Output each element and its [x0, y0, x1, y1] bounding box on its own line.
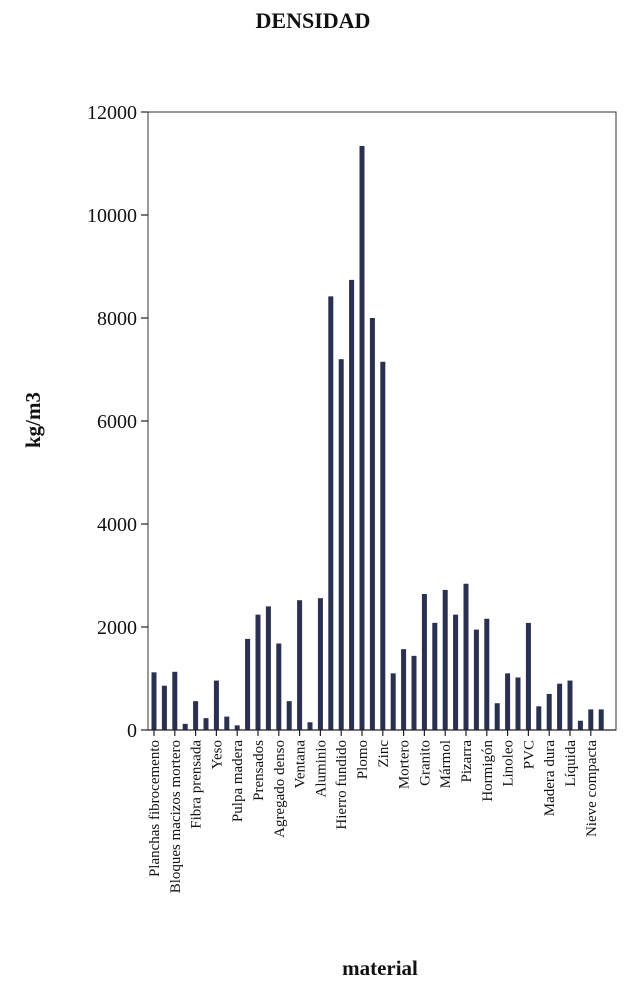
x-tick-label: Plomo	[355, 740, 371, 779]
bar	[307, 722, 313, 730]
chart-title: DENSIDAD	[256, 8, 371, 33]
x-tick-label: Zinc	[376, 740, 392, 768]
x-tick-label: Linoleo	[501, 740, 517, 787]
bar	[390, 673, 396, 730]
bar	[224, 716, 230, 730]
bar	[359, 145, 365, 731]
bar	[213, 680, 219, 730]
y-tick-label: 12000	[87, 102, 137, 124]
x-tick-label: Planchas fibrocemento	[147, 740, 163, 877]
x-tick-label: Hierro fundido	[334, 740, 350, 830]
x-tick-label: Ventana	[293, 740, 309, 789]
x-tick-label: Prensados	[251, 740, 267, 801]
y-tick-label: 10000	[87, 205, 137, 227]
bar	[297, 600, 303, 730]
x-tick-label: Pulpa madera	[230, 740, 246, 822]
y-tick-label: 4000	[97, 514, 137, 536]
bar	[193, 701, 199, 730]
x-axis: Planchas fibrocemento Bloques macizos mor…	[147, 729, 616, 893]
y-axis-title: kg/m3	[21, 392, 45, 448]
bar	[598, 709, 604, 730]
bar	[369, 318, 375, 730]
bar	[411, 655, 417, 730]
bar	[401, 649, 407, 730]
bar	[442, 589, 448, 730]
x-tick-label: Aluminio	[313, 740, 329, 798]
bar	[151, 672, 157, 730]
x-tick-label: Mortero	[397, 740, 413, 789]
x-tick-label: Yeso	[209, 740, 225, 769]
bar	[172, 671, 178, 730]
bar	[505, 673, 511, 730]
bars-group	[151, 145, 604, 731]
bar	[255, 614, 261, 730]
x-tick-label: Granito	[417, 740, 433, 786]
x-axis-title: material	[342, 956, 418, 980]
x-tick-label: Bloques macizos mortero	[168, 740, 184, 893]
bar	[265, 606, 271, 730]
bar	[161, 685, 167, 730]
bar	[338, 359, 344, 730]
x-tick-label: Madera dura	[542, 740, 558, 817]
x-tick-label: Hormigón	[480, 740, 496, 802]
bar	[349, 279, 355, 730]
bar	[567, 680, 573, 730]
bar	[515, 677, 521, 730]
bar	[546, 693, 552, 730]
x-tick-label: Pizarra	[459, 740, 475, 783]
x-tick-label: Fibra prensada	[189, 740, 205, 829]
y-tick-label: 8000	[97, 308, 137, 330]
x-tick-label: Nieve compacta	[584, 740, 600, 837]
bar	[453, 614, 459, 730]
bar	[577, 720, 583, 730]
bar	[421, 594, 427, 730]
bar	[234, 725, 240, 730]
bar	[588, 709, 594, 730]
y-tick-label: 6000	[97, 411, 137, 433]
bar	[286, 701, 292, 730]
x-tick-label: Líquida	[563, 740, 579, 787]
bar	[182, 723, 188, 730]
x-tick-label: PVC	[521, 740, 537, 769]
bar	[276, 643, 282, 730]
x-tick-label: Mármol	[438, 740, 454, 788]
bar	[525, 622, 531, 730]
bar	[473, 629, 479, 730]
y-axis: 0 2000 4000 6000 8000 10000 12000	[87, 102, 148, 742]
y-tick-label: 2000	[97, 617, 137, 639]
x-tick-label: Agregado denso	[272, 740, 288, 838]
bar	[328, 296, 334, 730]
bar	[463, 583, 469, 730]
bar	[557, 683, 563, 730]
bar	[484, 618, 490, 730]
bar	[536, 706, 542, 730]
bar	[203, 718, 209, 730]
bar	[432, 622, 438, 730]
bar	[245, 638, 251, 730]
y-tick-label: 0	[127, 720, 137, 742]
bar	[494, 703, 500, 730]
bar	[380, 361, 386, 730]
bar	[317, 598, 323, 730]
